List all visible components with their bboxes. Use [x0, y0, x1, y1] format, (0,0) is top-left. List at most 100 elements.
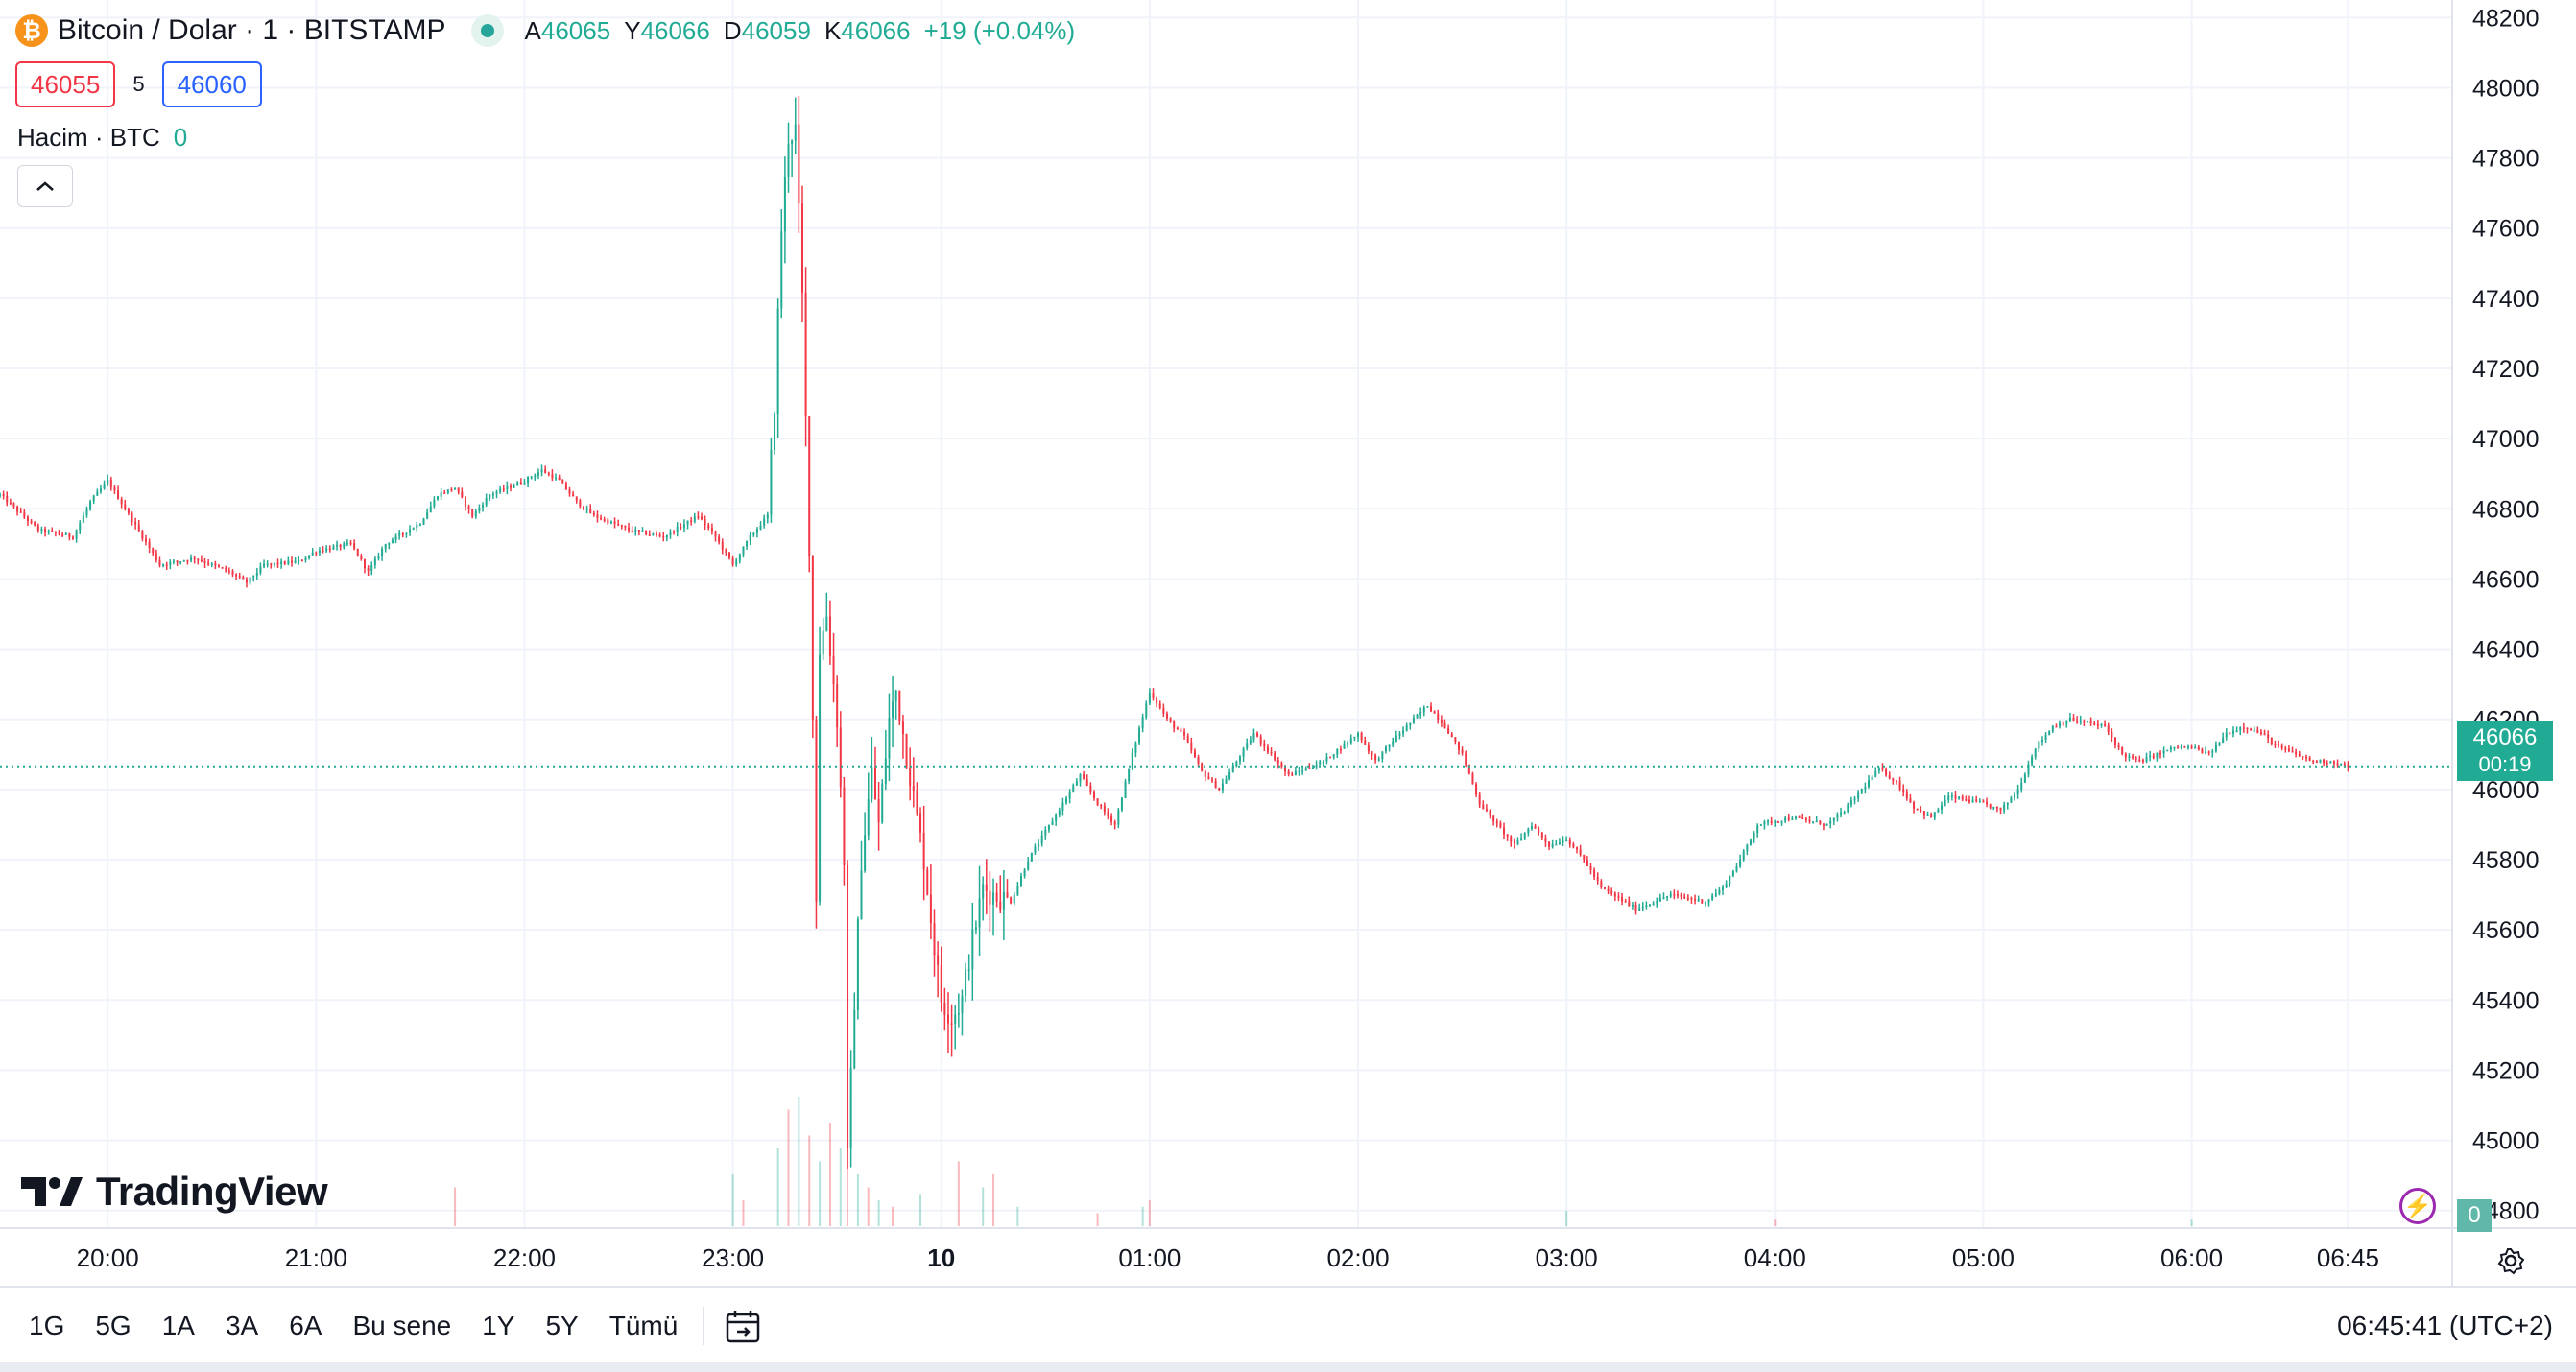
candle-body [2169, 746, 2172, 750]
candle-body [1311, 767, 1314, 769]
candle-body [2218, 743, 2221, 745]
candle-body [2194, 747, 2197, 749]
candle-body [1228, 772, 1231, 780]
candle-body [1332, 754, 1335, 758]
candle-body [1926, 814, 1929, 816]
gear-icon[interactable] [2492, 1242, 2530, 1280]
candle-body [1395, 735, 1397, 742]
candle-body [1840, 812, 1843, 815]
candle-body [1954, 795, 1957, 799]
settings-gear-icon [2497, 1248, 2525, 1275]
volume-bar [982, 1187, 985, 1226]
date-range-picker-icon[interactable] [714, 1297, 772, 1355]
candle-body [1482, 804, 1485, 810]
candle-body [1072, 785, 1075, 792]
candle-body [1465, 752, 1467, 765]
candle-body [1270, 751, 1273, 754]
candle-body [919, 813, 922, 833]
candle-body [1829, 820, 1832, 824]
volume-bar [839, 1148, 842, 1226]
volume-last-badge: 0 [2457, 1199, 2492, 1232]
candle-body [1068, 792, 1071, 799]
sell-button[interactable]: 46055 [15, 61, 116, 107]
price-axis[interactable]: 4480045000452004540045600458004600046200… [2451, 0, 2540, 1286]
candle-body [1628, 901, 1631, 906]
candle-body [2031, 757, 2034, 765]
y-tick-label: 48200 [2472, 5, 2540, 32]
candlestick-chart[interactable]: 4480045000452004540045600458004600046200… [0, 0, 2576, 1286]
candle-body [2079, 721, 2082, 722]
candle-body [1804, 818, 1807, 820]
candle-body [1922, 811, 1925, 816]
range-button-2[interactable]: 1A [161, 1311, 195, 1340]
candle-body [1593, 869, 1596, 877]
candle-body [238, 576, 241, 578]
candle-body [155, 553, 157, 561]
volume-bar [742, 1200, 745, 1226]
date-range-buttons: 1G 5G 1A 3A 6A Bu sene 1Y 5Y Tümü [13, 1297, 693, 1355]
candle-body [1347, 743, 1349, 745]
range-button-7[interactable]: 5Y [545, 1311, 579, 1340]
timezone-clock[interactable]: 06:45:41 (UTC+2) [2337, 1311, 2553, 1340]
candle-body [2040, 740, 2043, 743]
candle-body [1100, 805, 1103, 807]
spread-value: 5 [132, 72, 145, 96]
lightning-icon[interactable]: ⚡ [2399, 1188, 2436, 1224]
range-button-0[interactable]: 1G [29, 1311, 65, 1340]
tradingview-logo[interactable]: TradingView [21, 1169, 328, 1215]
range-button-3[interactable]: 3A [225, 1311, 259, 1340]
candle-body [1731, 871, 1734, 876]
candle-body [894, 690, 897, 702]
range-button-8[interactable]: Tümü [608, 1311, 679, 1340]
candle-body [1388, 744, 1391, 747]
symbol-title[interactable]: Bitcoin / Dolar · 1 · BITSTAMP [58, 14, 446, 46]
volume-bar [1141, 1206, 1144, 1226]
candle-body [2186, 746, 2189, 748]
candle-body [1263, 743, 1266, 747]
candle-body [1475, 784, 1478, 795]
x-tick-label: 06:00 [2160, 1243, 2223, 1272]
candle-body [843, 787, 846, 865]
candle-body [1030, 852, 1033, 862]
candle-body [1999, 807, 2002, 811]
candle-body [2319, 760, 2322, 763]
candle-body [537, 472, 539, 476]
candle-body [44, 529, 47, 532]
candle-body [1770, 820, 1773, 823]
candle-body [1402, 730, 1405, 734]
candle-body [1322, 761, 1324, 764]
candle-body [798, 124, 800, 204]
candle-body [607, 519, 609, 524]
volume-value: 0 [173, 123, 188, 152]
buy-button[interactable]: 46060 [161, 61, 262, 107]
candle-body [1666, 896, 1669, 898]
range-button-4[interactable]: 6A [289, 1311, 322, 1340]
candle-body [298, 559, 300, 562]
range-button-6[interactable]: 1Y [482, 1311, 515, 1340]
market-status-icon[interactable] [470, 14, 504, 47]
candle-body [127, 509, 130, 513]
candle-body [1989, 804, 1992, 808]
range-button-1[interactable]: 5G [95, 1311, 131, 1340]
candle-body [2205, 751, 2207, 754]
candle-body [2207, 751, 2210, 754]
candle-body [600, 517, 603, 520]
last-price-label: 46066 00:19 [2457, 721, 2553, 781]
chart-grid [0, 0, 2452, 1228]
candle-body [1808, 819, 1811, 822]
candle-body [1777, 821, 1779, 823]
candle-body [280, 561, 283, 565]
range-button-5[interactable]: Bu sene [352, 1311, 452, 1340]
volume-bar [787, 1109, 790, 1226]
volume-legend[interactable]: Hacim · BTC 0 [17, 123, 187, 153]
time-axis[interactable]: 20:00 21:00 22:00 23:00 10 01:00 02:00 03:00 04:… [0, 1227, 2576, 1272]
candle-body [2201, 749, 2204, 753]
candle-body [1610, 890, 1613, 894]
candle-body [2270, 738, 2273, 745]
x-tick-label: 03:00 [1536, 1243, 1598, 1272]
candle-body [1825, 823, 1828, 826]
candle-body [1753, 833, 1755, 840]
candle-body [2250, 729, 2253, 731]
candle-body [1941, 805, 1944, 810]
collapse-legend-button[interactable] [17, 165, 73, 207]
